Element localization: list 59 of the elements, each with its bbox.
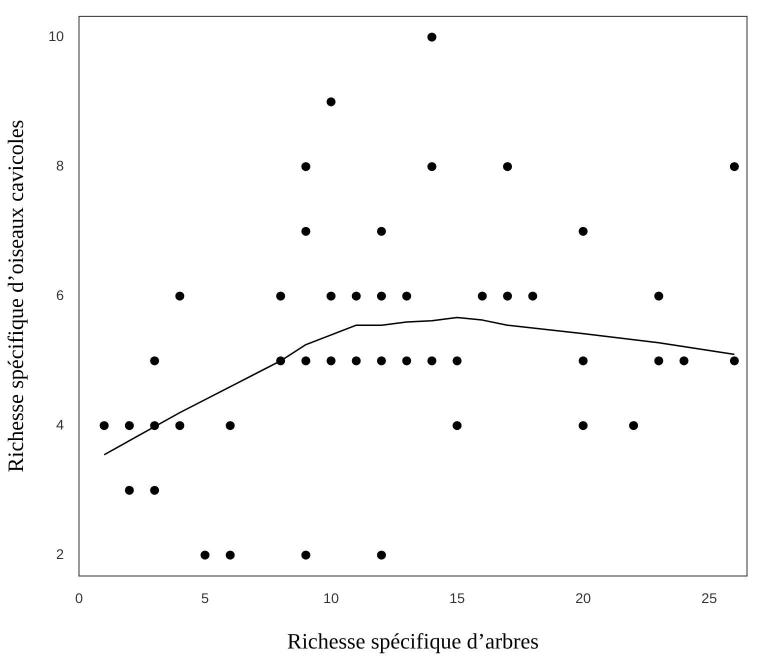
point [654,356,664,366]
point [478,292,487,301]
y-tick-label: 6 [56,286,64,303]
point [578,356,588,366]
point [376,356,386,366]
point [352,356,361,366]
x-tick-label: 10 [323,590,340,606]
point [276,292,286,301]
point [301,356,310,366]
point [629,421,638,430]
x-axis-title: Richesse spécifique d’arbres [287,628,539,654]
point [326,292,336,301]
point [528,292,538,301]
point [730,162,739,172]
point [376,550,386,560]
point [200,550,210,560]
point [124,486,134,495]
point [150,421,160,430]
point [175,421,184,430]
x-tick-label: 5 [201,590,210,606]
point [150,486,160,495]
x-tick-label: 15 [449,590,466,606]
point [452,356,462,366]
point [427,162,436,172]
point [175,292,184,301]
point [124,421,134,430]
point [226,550,235,560]
point [326,97,336,106]
point [452,421,462,430]
x-tick-label: 0 [75,590,84,606]
y-axis-title: Richesse spécifique d’oiseaux cavicoles [2,120,28,472]
y-tick-label: 8 [56,157,64,174]
point [100,421,109,430]
point [578,226,588,236]
point [427,356,436,366]
point [226,421,235,430]
point [427,32,436,42]
point [276,356,286,366]
point [301,226,310,236]
x-tick-label: 25 [701,590,718,606]
point [402,292,412,301]
y-tick-label: 4 [56,416,64,432]
point [503,292,512,301]
point [679,356,688,366]
point [326,356,336,366]
point [376,226,386,236]
point [730,356,739,366]
point [150,356,160,366]
point [503,162,512,172]
point [301,550,310,560]
point [578,421,588,430]
y-tick-label: 10 [48,28,64,44]
point [301,162,310,172]
y-tick-label: 2 [56,546,64,562]
x-tick-label: 20 [575,590,592,606]
point [402,356,412,366]
point [352,292,361,301]
point [376,292,386,301]
point [654,292,664,301]
